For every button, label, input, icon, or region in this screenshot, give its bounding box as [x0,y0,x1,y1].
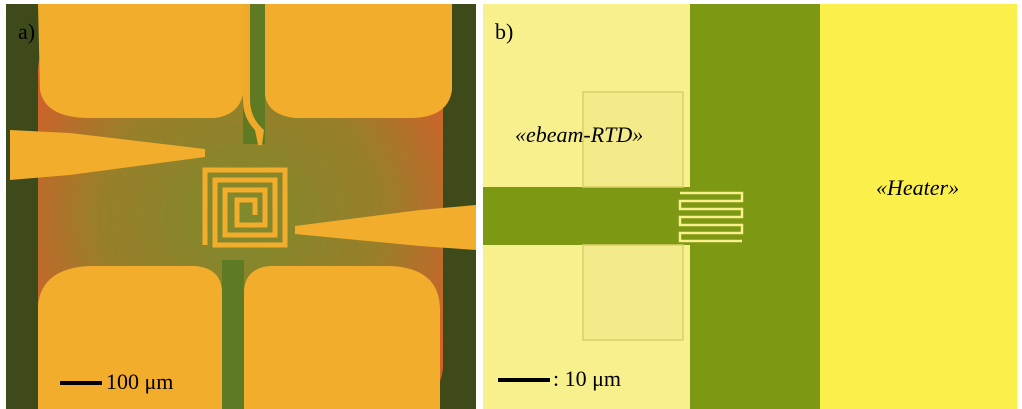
panel-label: b) [495,19,513,44]
panel-a-image [6,4,476,409]
annotation: «Heater» [876,175,959,200]
scale-bar [60,381,102,385]
panel-label: a) [18,19,35,44]
scale-bar-label: 100 μm [106,369,173,394]
figure: a) b) «ebeam-RTD» «Heater» 100 μm : 10 μ… [0,0,1022,409]
scale-bar-label: : 10 μm [553,366,621,391]
scale-bar [498,378,550,382]
panel-b-image [483,4,1017,409]
annotation: «ebeam-RTD» [515,122,643,147]
